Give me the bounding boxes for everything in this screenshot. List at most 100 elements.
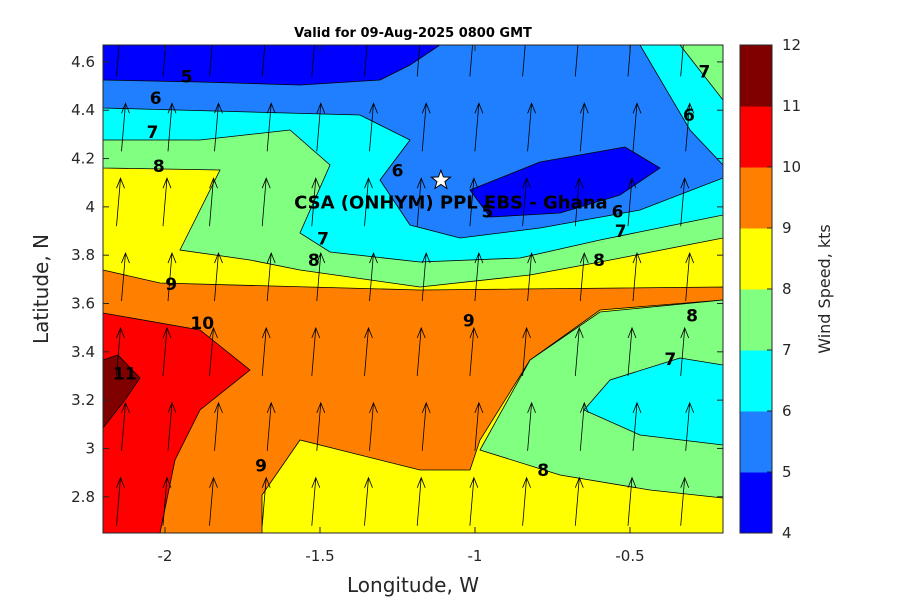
contour-fill-10-11	[103, 312, 251, 533]
wind-arrow	[167, 401, 177, 451]
colorbar-tick-label: 11	[782, 97, 801, 115]
wind-arrow	[214, 401, 223, 451]
wind-arrow	[364, 326, 373, 377]
plot-area	[103, 45, 723, 533]
wind-arrow	[209, 476, 218, 526]
y-tick-label: 4	[85, 198, 95, 216]
wind-arrow	[421, 102, 431, 152]
colorbar-tick-label: 8	[782, 280, 792, 298]
colorbar-tick-label: 10	[782, 158, 801, 176]
x-tick-label: -1	[468, 547, 483, 565]
wind-arrow	[527, 252, 536, 302]
wind-arrow	[579, 401, 589, 451]
wind-arrow	[627, 326, 637, 377]
wind-arrow	[261, 326, 271, 377]
wind-arrow	[416, 476, 426, 526]
chart-title: Valid for 09-Aug-2025 0800 GMT	[294, 26, 532, 41]
contour-label: 8	[308, 251, 320, 271]
wind-arrow	[311, 45, 315, 77]
wind-arrow	[316, 252, 326, 302]
wind-arrow	[369, 252, 378, 302]
wind-arrow	[116, 476, 125, 526]
colorbar: 4 5 6 7 8 9 10 11 12	[739, 36, 801, 542]
wind-arrow	[209, 45, 213, 77]
x-tick-label: -2	[158, 547, 173, 565]
wind-arrow	[261, 45, 266, 77]
wind-arrow	[167, 252, 177, 302]
wind-arrow	[116, 326, 125, 377]
wind-arrow	[469, 476, 479, 526]
wind-arrow	[311, 177, 321, 227]
wind-arrow	[632, 252, 642, 302]
contour-label: 6	[683, 106, 695, 126]
colorbar-swatch	[740, 106, 772, 168]
wind-arrow	[474, 102, 484, 152]
contour-label: 9	[165, 275, 177, 295]
wind-arrow	[266, 252, 276, 302]
wind-arrow	[162, 177, 172, 227]
plot-frame	[102, 44, 724, 534]
wind-arrow	[266, 401, 276, 451]
wind-arrow	[316, 401, 326, 451]
colorbar-tick-label: 7	[782, 341, 792, 359]
y-tick-label: 3.2	[71, 391, 95, 409]
wind-arrow	[522, 45, 526, 77]
y-tick-label: 4.6	[71, 53, 95, 71]
wind-arrow	[579, 252, 589, 302]
x-tick-label: -0.5	[615, 547, 644, 565]
contour-label: 7	[615, 222, 627, 242]
colorbar-tick-label: 4	[782, 524, 792, 542]
wind-arrow	[369, 401, 378, 451]
contour-fill-9-10	[103, 269, 723, 533]
wind-arrow	[680, 326, 690, 377]
x-axis-label: Longitude, W	[347, 573, 479, 597]
wind-arrow	[474, 252, 484, 302]
wind-arrow	[421, 401, 431, 451]
colorbar-swatch	[740, 45, 772, 107]
wind-arrow	[574, 476, 584, 526]
contour-label: 9	[255, 456, 267, 476]
contour-label: 6	[612, 203, 624, 223]
wind-arrow	[680, 45, 684, 77]
wind-arrow	[680, 476, 690, 526]
contour-fill-7-8-northeast	[679, 45, 723, 101]
wind-arrow	[121, 252, 130, 302]
wind-arrow	[627, 45, 632, 77]
wind-arrow	[209, 326, 218, 377]
wind-arrow	[167, 102, 177, 152]
contour-label: 7	[698, 63, 710, 83]
contour-label: 5	[181, 67, 193, 87]
y-tick-label: 4.4	[71, 101, 95, 119]
contour-label: 8	[537, 461, 549, 481]
y-tick-label: 3.6	[71, 294, 95, 312]
colorbar-tick-label: 9	[782, 219, 792, 237]
wind-arrow	[116, 177, 125, 227]
y-tick-label: 3.8	[71, 246, 95, 264]
wind-arrow	[316, 102, 326, 152]
colorbar-swatch	[740, 472, 772, 534]
wind-arrow	[162, 45, 167, 77]
contour-fill-11-12	[103, 354, 141, 429]
wind-arrow	[311, 326, 321, 377]
wind-arrow	[574, 177, 584, 227]
contour-label: 6	[392, 162, 404, 182]
y-tick-label: 4.2	[71, 150, 95, 168]
wind-arrow	[162, 326, 172, 377]
y-axis-label: Latitude, N	[29, 234, 53, 344]
y-tick-label: 3.4	[71, 343, 95, 361]
site-label: CSA (ONHYM) PPL EBS - Ghana	[294, 192, 608, 213]
wind-arrow	[685, 102, 695, 152]
colorbar-swatch	[740, 228, 772, 290]
wind-arrow	[469, 326, 479, 377]
wind-arrow	[369, 102, 378, 152]
wind-arrow	[469, 45, 473, 77]
wind-arrow	[574, 326, 584, 377]
y-tick-label: 3	[85, 439, 95, 457]
contour-label: 8	[686, 307, 698, 327]
wind-arrow	[214, 102, 223, 152]
contour-label: 7	[664, 350, 676, 370]
contour-label: 7	[317, 229, 329, 249]
wind-arrow	[209, 177, 218, 227]
wind-arrow	[416, 177, 426, 227]
